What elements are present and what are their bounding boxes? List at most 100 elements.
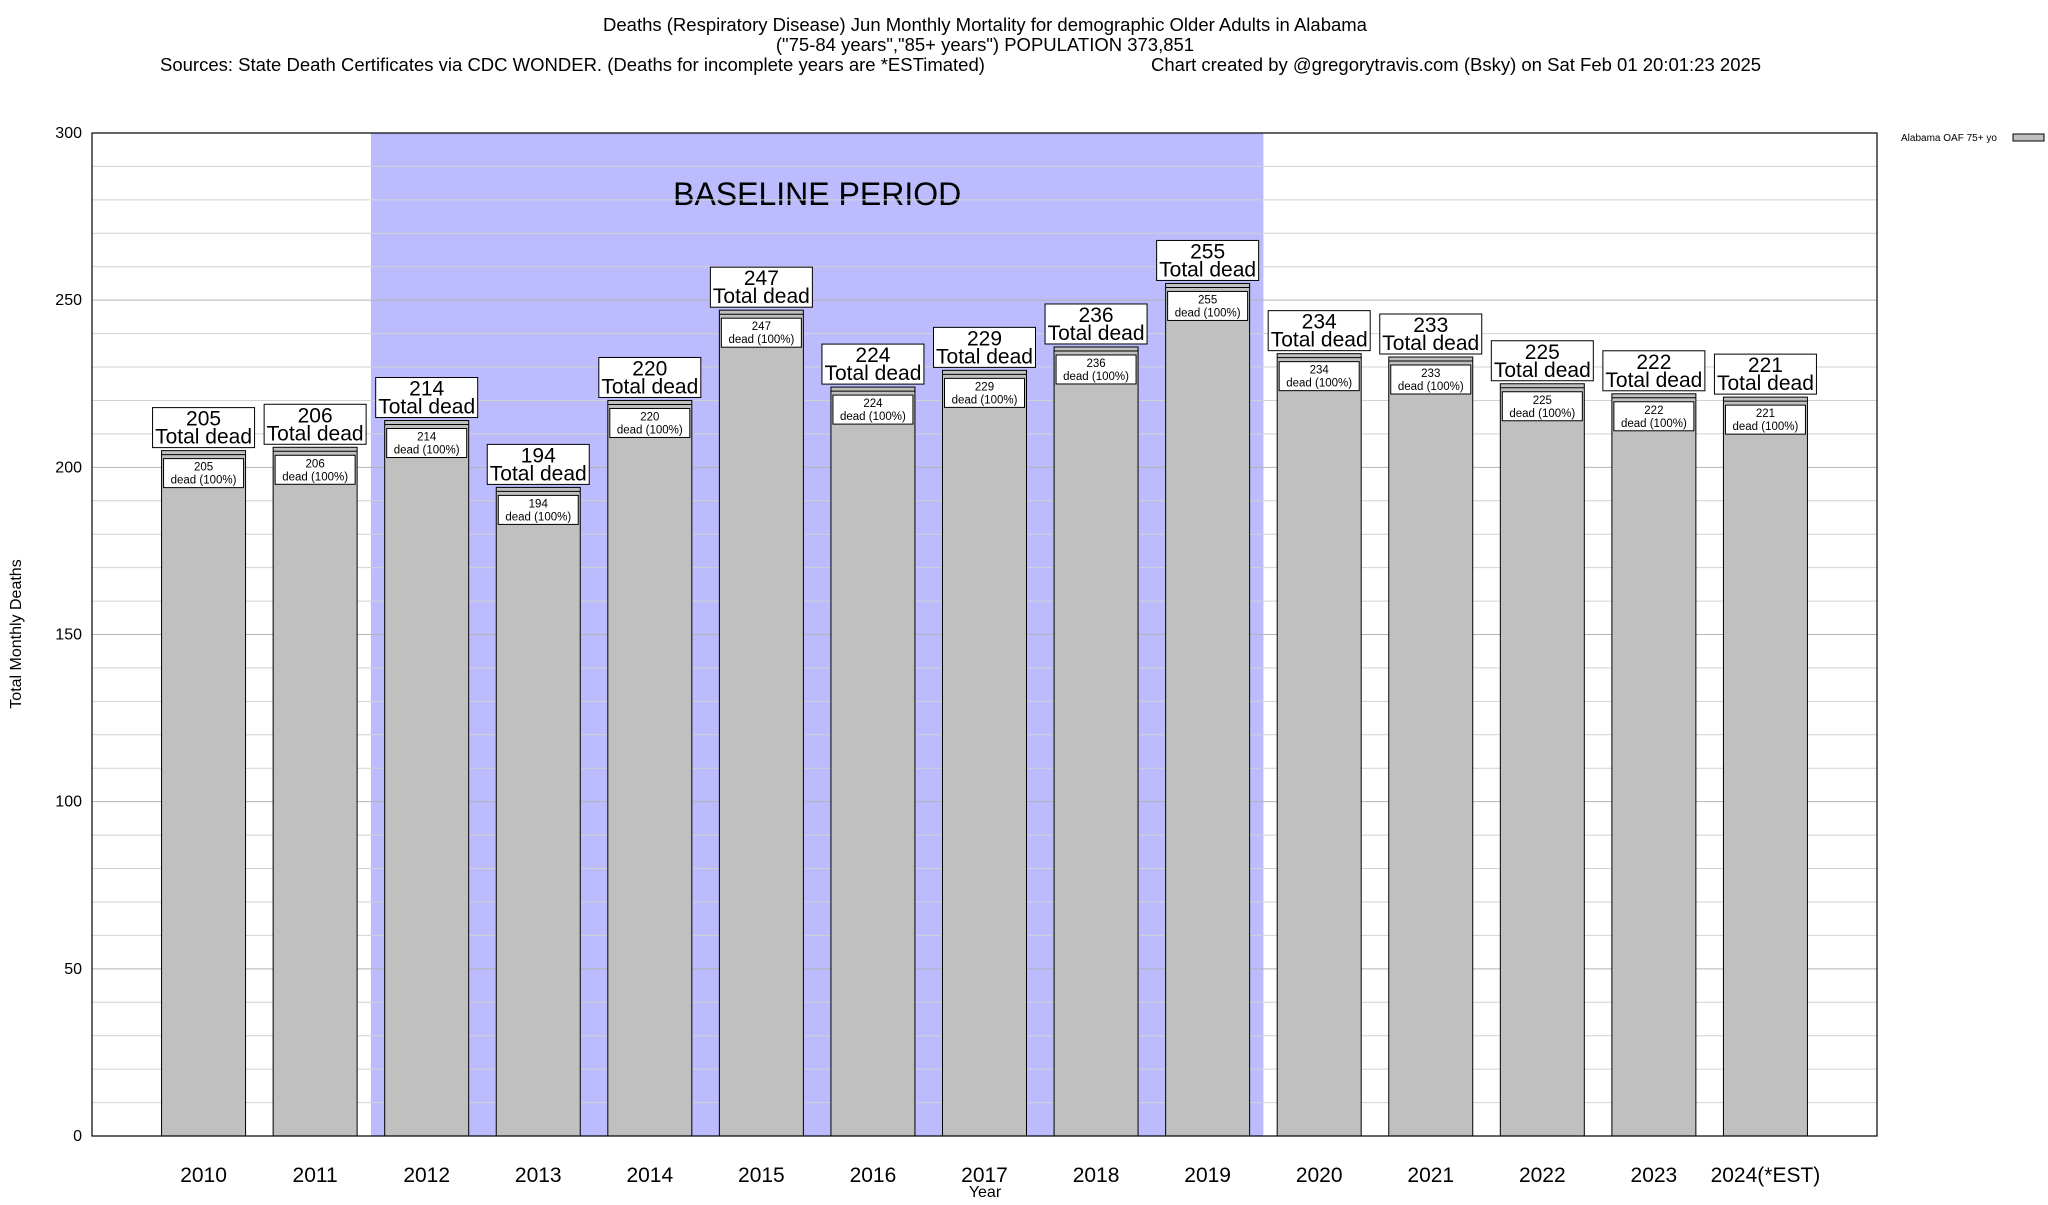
chart-subtitle: ("75-84 years","85+ years") POPULATION 3…: [776, 34, 1194, 55]
y-tick-label: 200: [55, 459, 82, 476]
data-label-big-box: [1267, 310, 1371, 352]
bar: [1276, 353, 1362, 1137]
data-label-big-value: 247: [744, 267, 779, 290]
x-tick-label: 2024(*EST): [1711, 1164, 1821, 1187]
data-label-small-value: 247: [752, 321, 771, 333]
data-label-big-text: Total dead: [1048, 322, 1145, 345]
data-label-big-box: [1713, 353, 1817, 395]
bars: [161, 282, 1808, 1137]
data-label-big-text: Total dead: [1717, 372, 1814, 395]
y-tick-label: 0: [73, 1128, 82, 1145]
y-tick-label: 150: [55, 627, 82, 644]
x-tick-label: 2013: [515, 1164, 562, 1187]
x-tick-label: 2020: [1296, 1164, 1343, 1187]
data-label-small-value: 194: [529, 498, 549, 510]
data-label-big-box: [933, 326, 1036, 368]
data-label-small-box: [720, 317, 802, 348]
x-tick-label: 2017: [961, 1164, 1008, 1187]
bar: [384, 420, 470, 1137]
data-label-small-value: 206: [306, 458, 325, 470]
data-label-big-value: 221: [1748, 354, 1783, 377]
chart-title: Deaths (Respiratory Disease) Jun Monthly…: [603, 14, 1368, 35]
data-label-small-value: 255: [1198, 294, 1217, 306]
bar: [495, 486, 581, 1137]
data-label-big-value: 214: [409, 378, 444, 401]
data-label-big-text: Total dead: [601, 375, 698, 398]
data-label-small-box: [274, 454, 356, 485]
x-tick-label: 2016: [850, 1164, 897, 1187]
data-label-small-value: 236: [1086, 358, 1105, 370]
bar: [607, 399, 693, 1137]
x-tick-label: 2023: [1631, 1164, 1678, 1187]
data-label-big-box: [152, 407, 256, 449]
data-label-big-text: Total dead: [378, 396, 475, 419]
y-tick-label: 250: [55, 292, 82, 309]
x-tick-label: 2014: [626, 1164, 673, 1187]
data-label-small-box: [1390, 364, 1472, 395]
data-label-big-value: 206: [298, 404, 333, 427]
data-label-small-box: [1501, 391, 1583, 422]
chart-header: Deaths (Respiratory Disease) Jun Monthly…: [160, 14, 1761, 75]
data-label-small-value: 225: [1533, 395, 1552, 407]
data-label-small-text: dead (100%): [394, 445, 460, 457]
data-label-big-text: Total dead: [936, 345, 1033, 368]
data-label-big-value: 229: [967, 327, 1002, 350]
data-label-small-text: dead (100%): [505, 511, 571, 523]
data-label-big-value: 225: [1525, 341, 1560, 364]
bar: [942, 369, 1027, 1137]
data-label-small-box: [1613, 401, 1695, 432]
data-label-small-text: dead (100%): [282, 471, 348, 483]
data-label-small-box: [163, 458, 245, 489]
data-label-big-text: Total dead: [1605, 369, 1702, 392]
data-label-big-text: Total dead: [1382, 332, 1479, 355]
bar: [1165, 282, 1251, 1137]
data-label-big-text: Total dead: [155, 426, 252, 449]
bar: [161, 450, 247, 1137]
baseline-label: BASELINE PERIOD: [673, 176, 961, 212]
data-label-small-value: 234: [1310, 365, 1330, 377]
x-tick-label: 2011: [293, 1164, 338, 1187]
data-label-big-value: 194: [521, 444, 556, 467]
y-tick-label: 100: [55, 794, 82, 811]
data-label-big-box: [1379, 313, 1483, 355]
data-label-big-box: [1156, 239, 1260, 281]
data-label-small-text: dead (100%): [1063, 371, 1129, 383]
data-label-big-text: Total dead: [1159, 258, 1256, 281]
data-label-small-text: dead (100%): [952, 394, 1018, 406]
legend-swatch: [2012, 133, 2045, 142]
data-label-big-text: Total dead: [267, 422, 364, 445]
data-label-small-value: 205: [194, 462, 213, 474]
data-label-small-text: dead (100%): [617, 424, 683, 436]
bar: [272, 446, 358, 1137]
x-tick-label: 2022: [1519, 1164, 1566, 1187]
data-label-big-value: 224: [855, 344, 890, 367]
data-label-big-value: 233: [1413, 314, 1448, 337]
data-label-small-text: dead (100%): [1621, 418, 1687, 430]
data-label-big-box: [1490, 340, 1594, 382]
y-axis-label: Total Monthly Deaths: [8, 559, 25, 708]
data-label-big-text: Total dead: [490, 462, 587, 485]
bar: [1499, 383, 1585, 1137]
data-label-small-box: [386, 428, 468, 459]
data-label-small-box: [609, 407, 691, 438]
data-label-big-box: [1602, 350, 1706, 392]
bar: [1722, 396, 1808, 1137]
x-tick-label: 2019: [1184, 1164, 1231, 1187]
data-label-small-value: 224: [863, 398, 883, 410]
data-label-big-value: 220: [632, 357, 667, 380]
data-label-big-value: 234: [1302, 311, 1337, 334]
data-label-small-value: 229: [975, 381, 994, 393]
data-label-small-value: 233: [1421, 368, 1440, 380]
data-label-small-box: [497, 494, 579, 525]
data-label-small-text: dead (100%): [1398, 381, 1464, 393]
data-label-small-box: [1167, 290, 1249, 321]
data-label-small-text: dead (100%): [1733, 421, 1799, 433]
legend: Alabama OAF 75+ yo: [1901, 133, 2045, 144]
y-tick-label: 300: [55, 125, 82, 142]
x-tick-label: 2012: [403, 1164, 450, 1187]
data-label-big-box: [375, 377, 479, 419]
data-label-big-value: 222: [1636, 351, 1671, 374]
data-label-small-value: 214: [417, 432, 437, 444]
chart-credit: Chart created by @gregorytravis.com (Bsk…: [1151, 54, 1761, 75]
